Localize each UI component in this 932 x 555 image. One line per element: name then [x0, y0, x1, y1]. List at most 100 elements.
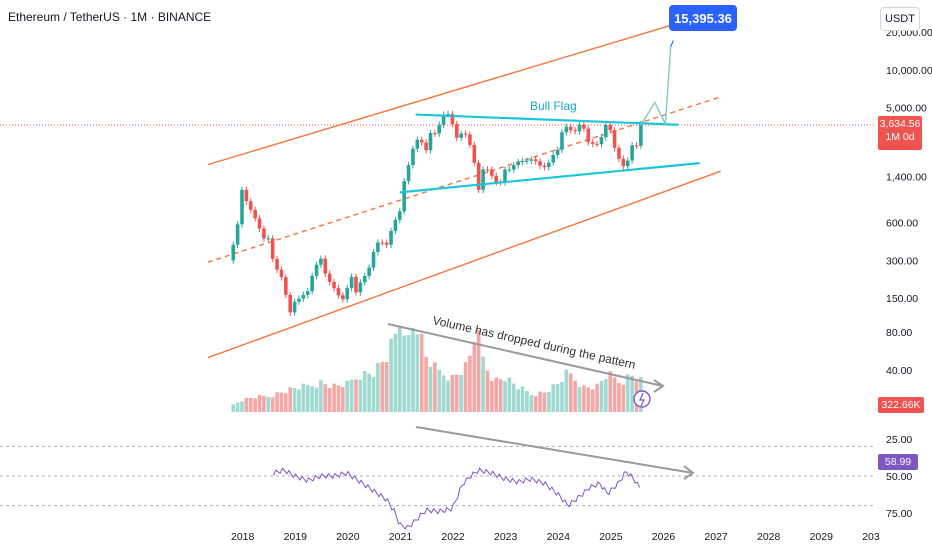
rsi-tag: 58.99: [878, 454, 918, 470]
candle-body: [428, 133, 433, 151]
volume-bar: [459, 374, 463, 412]
volume-bar: [533, 396, 538, 412]
volume-bar: [516, 389, 520, 412]
time-tick-label: 2022: [441, 531, 465, 543]
flag-line-1: [399, 162, 700, 194]
candle-body: [231, 244, 236, 261]
volume-bar: [336, 385, 341, 412]
volume-bar: [503, 381, 507, 412]
event-icon: [633, 390, 651, 408]
projection-path: [640, 46, 672, 127]
candle-body: [270, 238, 275, 259]
candle-body: [538, 161, 542, 166]
candle-body: [590, 142, 595, 144]
price-tick-label: 10,000.00: [886, 65, 932, 77]
candle-body: [599, 137, 604, 145]
rsi-tick-label: 25.00: [886, 434, 912, 446]
time-tick-label: 2018: [231, 531, 255, 543]
volume-bar: [406, 334, 411, 412]
volume-bar: [411, 327, 415, 412]
candle-body: [402, 181, 406, 212]
candle-body: [617, 147, 621, 159]
candle-body: [639, 123, 643, 146]
candle-body: [380, 242, 385, 244]
volume-bar: [398, 327, 402, 412]
volume-bar: [292, 388, 297, 412]
volume-bar: [433, 362, 437, 412]
candle-body: [332, 281, 336, 289]
volume-bar: [437, 369, 442, 412]
candle-body: [547, 162, 551, 168]
candle-body: [586, 128, 591, 143]
candle-body: [481, 169, 485, 190]
candle-body: [490, 169, 494, 176]
flag-line-0: [415, 113, 679, 126]
candle-body: [384, 242, 389, 245]
volume-bar: [577, 387, 582, 412]
price-tick-label: 5,000.00: [886, 103, 927, 115]
volume-bar: [630, 375, 634, 412]
volume-bar: [415, 334, 420, 412]
volume-bar: [323, 384, 328, 412]
candle-body: [520, 161, 525, 163]
volume-bar: [262, 395, 266, 412]
candle-body: [327, 273, 332, 282]
volume-bar: [327, 387, 332, 412]
candle-body: [608, 124, 612, 131]
volume-note-label: Volume has dropped during the pattern: [431, 313, 637, 372]
time-tick-label: 203: [862, 531, 880, 543]
candle-body: [441, 114, 446, 125]
candle-body: [604, 124, 608, 138]
volume-bar: [266, 396, 271, 412]
currency-button[interactable]: USDT: [880, 7, 920, 31]
volume-bar: [590, 389, 595, 412]
volume-bar: [621, 384, 626, 412]
candle-body: [398, 211, 402, 220]
candle-body: [503, 169, 507, 183]
candle-body: [542, 165, 547, 168]
candle-body: [292, 301, 297, 313]
volume-bar: [288, 387, 293, 412]
candle-body: [319, 258, 323, 265]
volume-bar: [441, 375, 446, 412]
volume-bar: [354, 379, 358, 412]
rsi-tick-label: 50.00: [886, 471, 912, 483]
volume-bar: [376, 362, 380, 412]
candle-body: [376, 242, 380, 253]
price-tick-label: 40.00: [886, 365, 912, 377]
candle-body: [358, 282, 363, 293]
volume-bar: [608, 371, 612, 412]
volume-bar: [380, 362, 385, 412]
volume-bar: [538, 391, 542, 412]
candle-body: [371, 252, 376, 268]
target-price-label[interactable]: 15,395.36: [669, 5, 737, 31]
volume-bar: [490, 380, 494, 412]
candle-body: [564, 126, 569, 133]
candle-body: [354, 276, 358, 293]
candle-body: [582, 124, 586, 129]
volume-bar: [257, 394, 262, 412]
candle-body: [301, 294, 306, 299]
candle-body: [336, 288, 341, 296]
candle-body: [555, 149, 560, 155]
volume-bar: [485, 370, 490, 412]
candle-body: [275, 258, 279, 270]
volume-bar: [529, 395, 534, 412]
volume-bar: [468, 355, 472, 412]
candle-body: [573, 130, 577, 132]
candle-body: [415, 139, 420, 149]
candle-body: [266, 238, 271, 240]
volume-bar: [349, 379, 354, 412]
volume-bar: [393, 333, 398, 412]
volume-bar: [612, 377, 617, 412]
price-tick-label: 80.00: [886, 327, 912, 339]
volume-bar: [547, 392, 551, 412]
candle-body: [393, 219, 398, 231]
volume-bar: [481, 356, 485, 412]
time-tick-label: 2027: [704, 531, 728, 543]
volume-bar: [240, 401, 244, 412]
volume-bar: [511, 383, 516, 412]
volume-bar: [270, 397, 275, 412]
